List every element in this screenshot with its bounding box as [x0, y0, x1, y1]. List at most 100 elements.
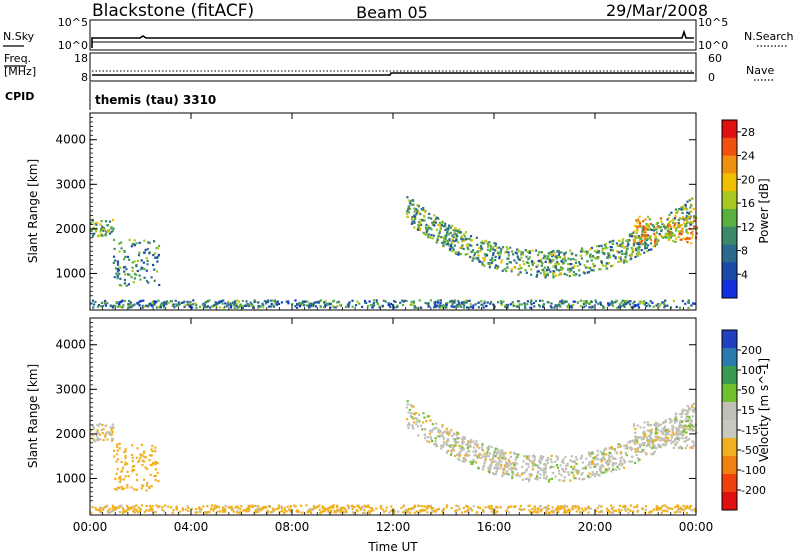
range-gate-cell [474, 450, 477, 453]
range-gate-cell [509, 261, 512, 264]
range-gate-cell [371, 507, 374, 510]
range-gate-cell [568, 473, 571, 476]
range-gate-cell [465, 301, 468, 304]
velocity-panel: 00:00 04:00 08:00 12:00 16:00 20:00 00:0010002… [55, 317, 713, 534]
range-gate-cell [555, 268, 558, 271]
range-gate-cell [647, 228, 650, 231]
range-gate-cell [615, 451, 618, 454]
range-gate-cell [157, 506, 160, 509]
range-gate-cell [642, 436, 645, 439]
range-gate-cell [635, 450, 639, 453]
range-gate-cell [183, 305, 186, 308]
range-gate-cell [486, 248, 490, 251]
velocity-ylabel: Slant Range [km] [26, 364, 40, 468]
range-gate-cell [111, 506, 114, 509]
range-gate-cell [676, 506, 680, 509]
range-gate-cell [648, 218, 651, 221]
range-gate-cell [446, 449, 450, 453]
range-gate-cell [210, 504, 213, 507]
range-gate-cell [452, 446, 455, 449]
range-gate-cell [596, 507, 599, 510]
range-gate-cell [460, 237, 463, 240]
range-gate-cell [437, 301, 440, 304]
range-gate-cell [438, 221, 441, 224]
range-gate-cell [603, 453, 606, 456]
range-gate-cell [369, 304, 372, 307]
beam-title: Beam 05 [356, 3, 428, 22]
range-gate-cell [613, 448, 616, 451]
range-gate-cell [640, 237, 643, 240]
range-gate-cell [115, 507, 118, 510]
range-gate-cell [275, 301, 278, 304]
range-gate-cell [591, 452, 594, 455]
range-gate-cell [437, 507, 440, 511]
range-gate-cell [642, 448, 645, 451]
range-gate-cell [133, 277, 136, 280]
range-gate-cell [449, 226, 452, 229]
range-gate-cell [611, 249, 614, 252]
range-gate-cell [205, 511, 208, 514]
range-gate-cell [110, 230, 113, 234]
range-gate-cell [462, 233, 465, 236]
range-gate-cell [544, 463, 547, 466]
range-gate-cell [107, 511, 110, 514]
range-gate-cell [691, 429, 694, 432]
range-gate-cell [476, 445, 479, 448]
range-gate-cell [659, 430, 662, 433]
range-gate-cell [410, 203, 413, 206]
range-gate-cell [429, 236, 432, 239]
range-gate-cell [667, 431, 670, 434]
range-gate-cell [670, 233, 673, 236]
range-gate-cell [595, 464, 598, 467]
range-gate-cell [222, 506, 225, 509]
range-gate-cell [118, 480, 121, 483]
range-gate-cell [127, 283, 130, 286]
range-gate-cell [362, 511, 365, 514]
range-gate-cell [646, 223, 649, 226]
range-gate-cell [456, 230, 460, 233]
range-gate-cell [106, 504, 109, 507]
range-gate-cell [598, 511, 601, 514]
range-gate-cell [447, 227, 450, 230]
range-gate-cell [646, 234, 649, 237]
range-gate-cell [452, 437, 455, 441]
range-gate-cell [680, 233, 683, 236]
range-gate-cell [507, 473, 510, 476]
range-gate-cell [410, 412, 413, 415]
range-gate-cell [492, 248, 495, 251]
range-gate-cell [448, 239, 451, 242]
range-gate-cell [518, 258, 522, 261]
range-gate-cell [102, 229, 105, 232]
range-gate-cell [518, 474, 521, 478]
range-gate-cell [638, 224, 642, 227]
range-gate-cell [547, 507, 550, 511]
range-gate-cell [516, 256, 520, 259]
range-gate-cell [207, 300, 210, 303]
range-gate-cell [463, 306, 466, 309]
range-gate-cell [633, 441, 636, 444]
range-gate-cell [630, 232, 633, 236]
range-gate-cell [329, 302, 332, 305]
range-gate-cell [452, 229, 455, 232]
range-gate-cell [641, 301, 644, 304]
range-gate-cell [601, 305, 605, 308]
range-gate-cell [367, 510, 370, 513]
range-gate-cell [559, 464, 562, 467]
range-gate-cell [576, 301, 580, 304]
range-gate-cell [289, 505, 292, 508]
range-gate-cell [464, 510, 467, 513]
range-gate-cell [144, 305, 147, 308]
range-gate-cell [422, 421, 425, 424]
nsearch-label: N.Search [744, 30, 794, 43]
range-gate-cell [347, 505, 350, 508]
range-gate-cell [572, 271, 575, 274]
range-gate-cell [653, 423, 656, 426]
range-gate-cell [109, 426, 112, 429]
range-gate-cell [486, 242, 489, 245]
range-gate-cell [408, 202, 412, 205]
range-gate-cell [493, 249, 497, 252]
colorbar-swatch [722, 120, 737, 139]
range-gate-cell [461, 446, 464, 449]
range-gate-cell [511, 471, 514, 474]
range-gate-cell [660, 511, 663, 514]
